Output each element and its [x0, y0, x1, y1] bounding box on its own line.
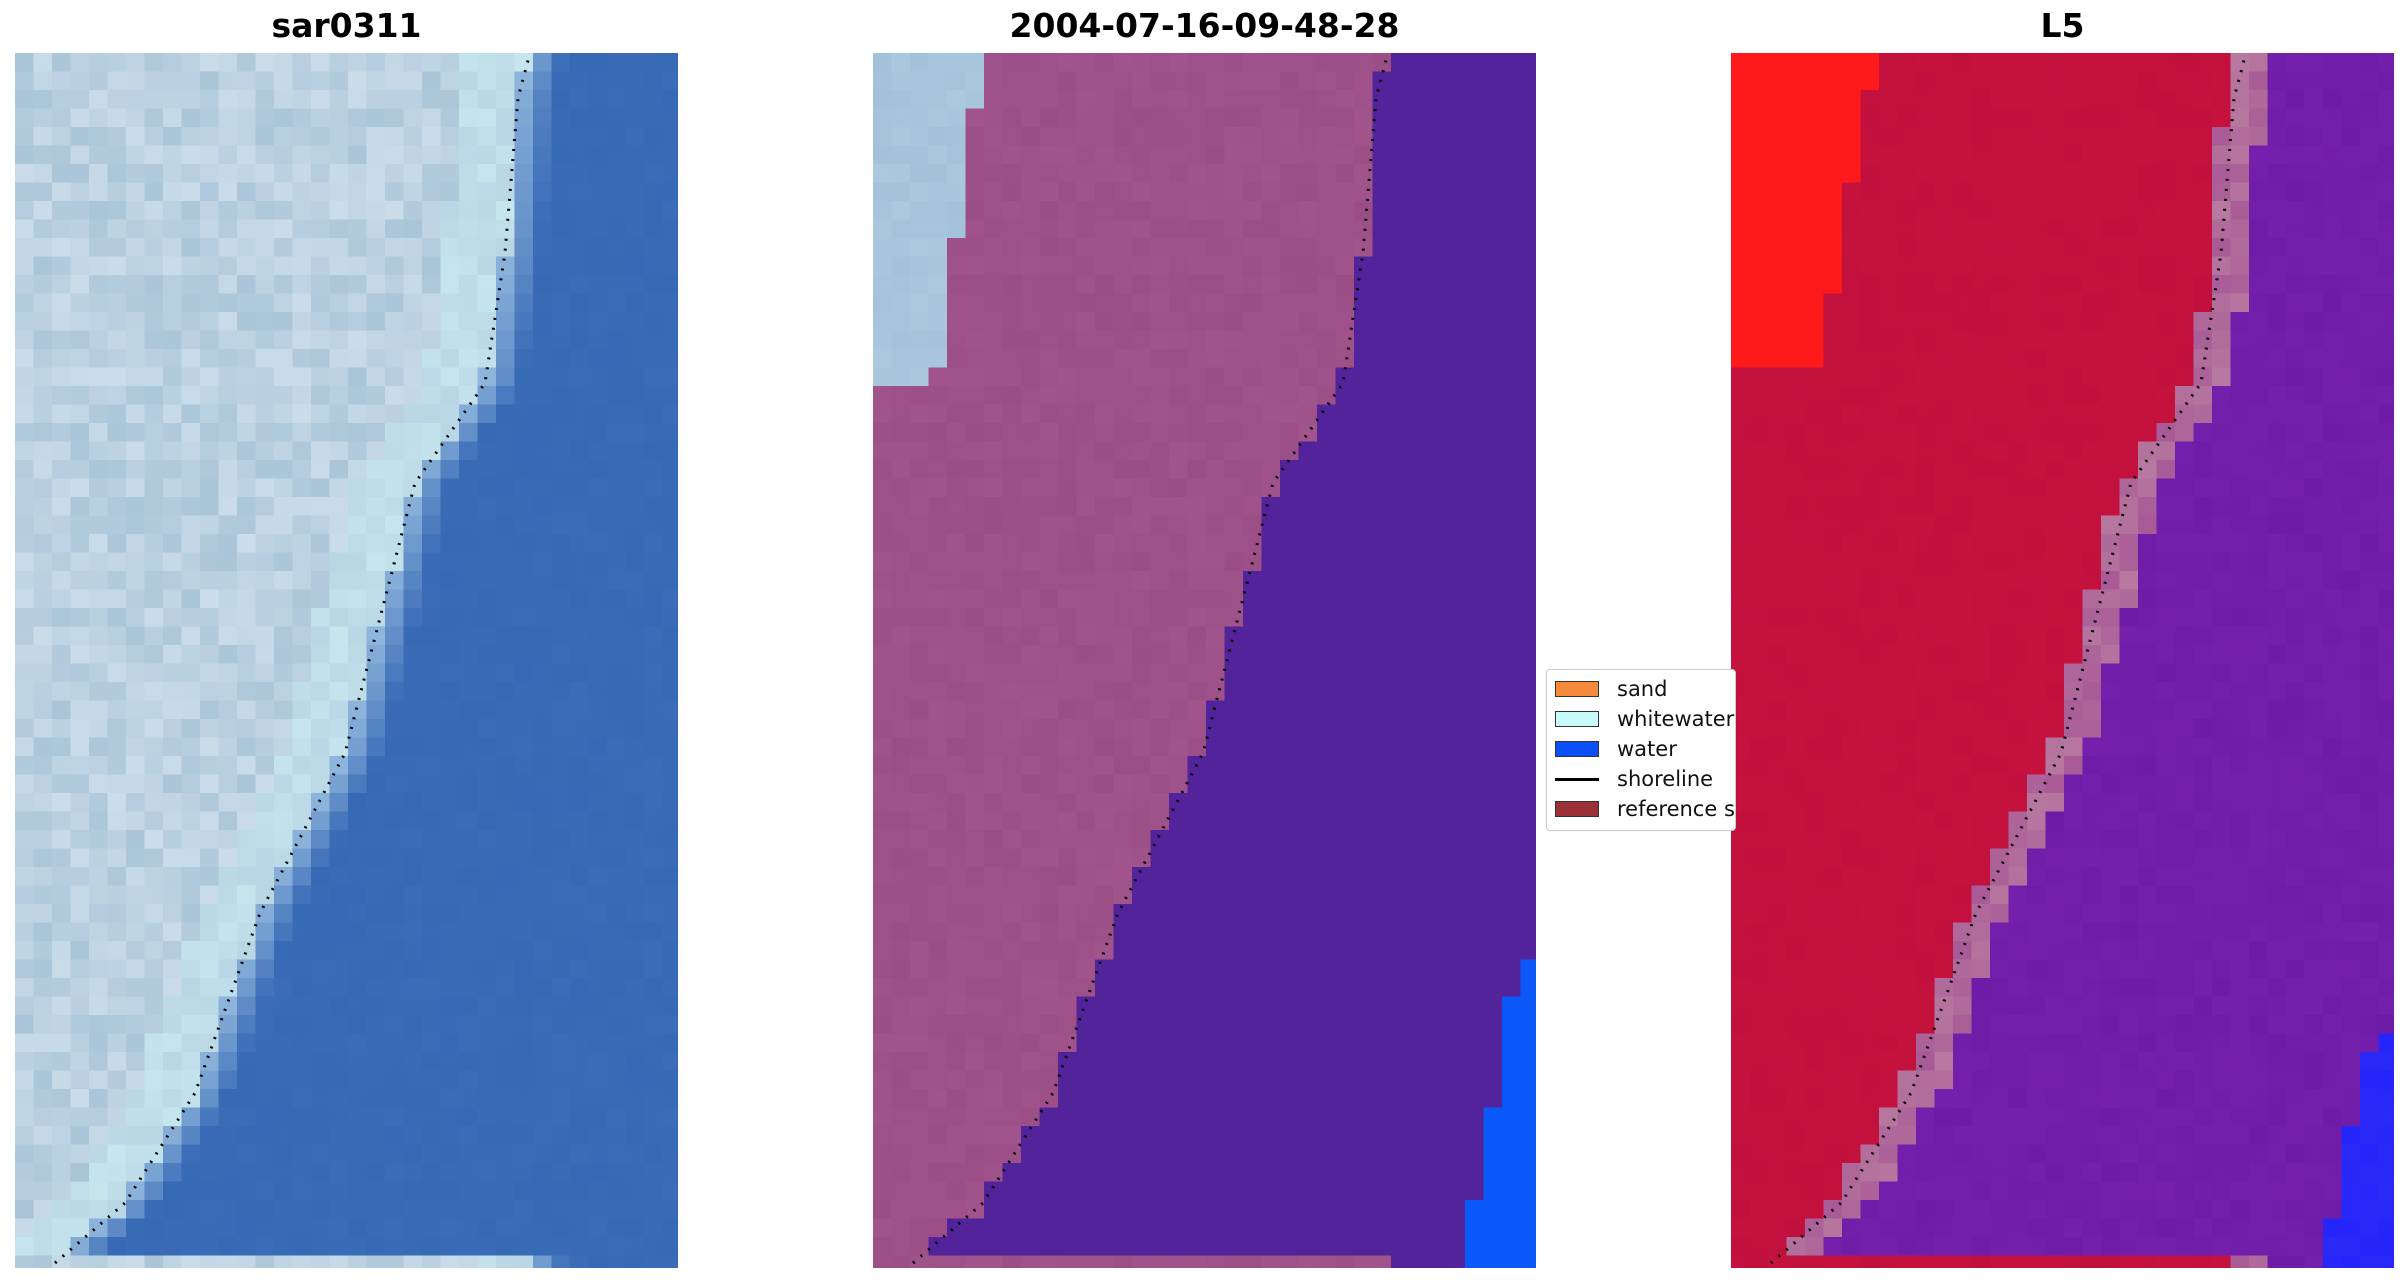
legend-item-reference-shoreline: reference shoreline: [1555, 794, 1735, 824]
whitewater-swatch-icon: [1555, 711, 1599, 727]
panel-title-index: L5: [2040, 6, 2085, 45]
classified-image-panel[interactable]: [873, 53, 1536, 1268]
reference-shoreline-swatch-icon: [1555, 801, 1599, 817]
legend-item-shoreline: shoreline: [1555, 764, 1713, 794]
legend-item-sand: sand: [1555, 674, 1667, 704]
index-image-panel[interactable]: [1731, 53, 2394, 1268]
sand-swatch-icon: [1555, 681, 1599, 697]
water-swatch-icon: [1555, 741, 1599, 757]
legend-item-water: water: [1555, 734, 1677, 764]
rgb-image-panel[interactable]: [15, 53, 678, 1268]
panel-title-classified: 2004-07-16-09-48-28: [1009, 6, 1400, 45]
panel-title-rgb: sar0311: [271, 6, 422, 45]
shoreline-line-icon: [1555, 777, 1599, 781]
legend-item-whitewater: whitewater: [1555, 704, 1734, 734]
legend: sand whitewater water shoreline referenc…: [1546, 669, 1736, 831]
